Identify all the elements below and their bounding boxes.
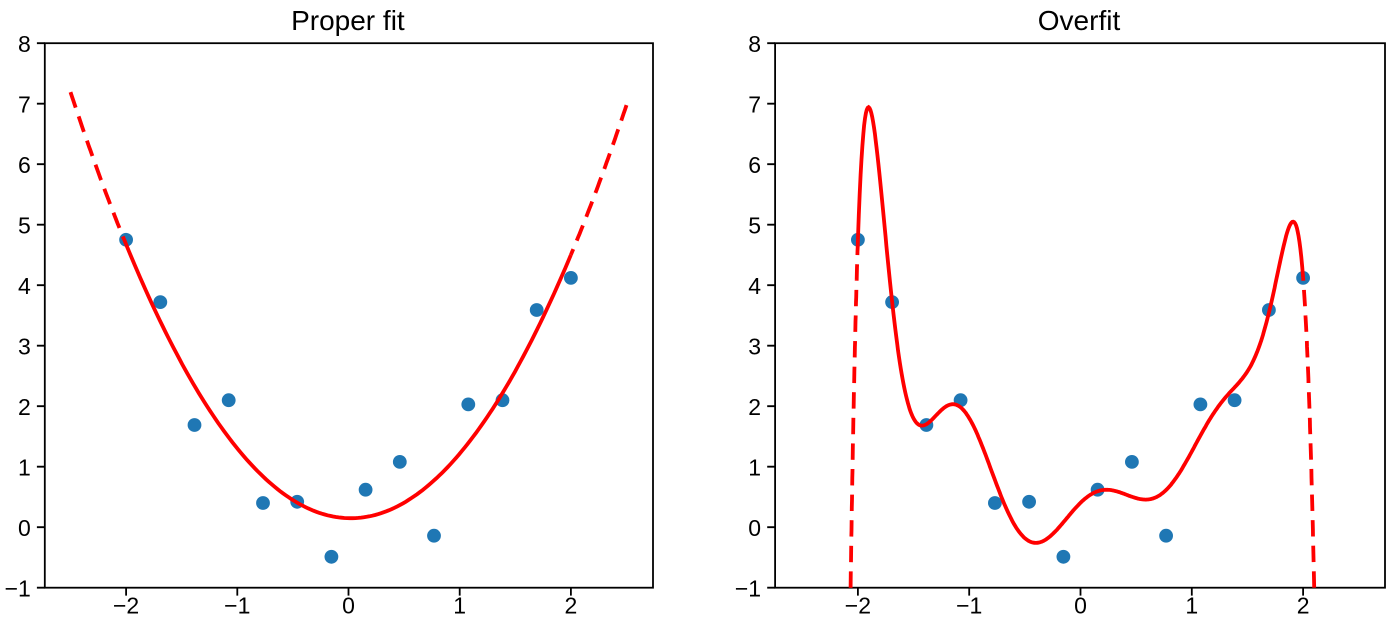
svg-text:2: 2 [748,394,761,420]
svg-text:8: 8 [18,31,31,57]
svg-text:4: 4 [748,273,761,299]
svg-text:−1: −1 [224,593,250,619]
svg-text:8: 8 [748,31,761,57]
svg-text:6: 6 [748,152,761,178]
svg-text:1: 1 [1185,593,1198,619]
svg-text:Proper fit: Proper fit [291,5,405,36]
svg-text:1: 1 [18,455,31,481]
svg-text:0: 0 [342,593,355,619]
svg-text:−2: −2 [845,593,871,619]
svg-text:5: 5 [18,213,31,239]
svg-text:2: 2 [1297,593,1310,619]
svg-text:0: 0 [1074,593,1087,619]
svg-text:5: 5 [748,213,761,239]
svg-text:0: 0 [18,515,31,541]
svg-text:6: 6 [18,152,31,178]
svg-text:0: 0 [748,515,761,541]
svg-text:1: 1 [748,455,761,481]
svg-text:2: 2 [565,593,578,619]
svg-text:4: 4 [18,273,31,299]
svg-text:−1: −1 [735,576,761,602]
svg-text:7: 7 [748,92,761,118]
svg-text:−1: −1 [956,593,982,619]
svg-text:Overfit: Overfit [1038,5,1121,36]
svg-text:1: 1 [453,593,466,619]
svg-text:−1: −1 [5,576,31,602]
svg-text:3: 3 [18,334,31,360]
svg-text:7: 7 [18,92,31,118]
svg-text:−2: −2 [113,593,139,619]
svg-text:2: 2 [18,394,31,420]
svg-text:3: 3 [748,334,761,360]
